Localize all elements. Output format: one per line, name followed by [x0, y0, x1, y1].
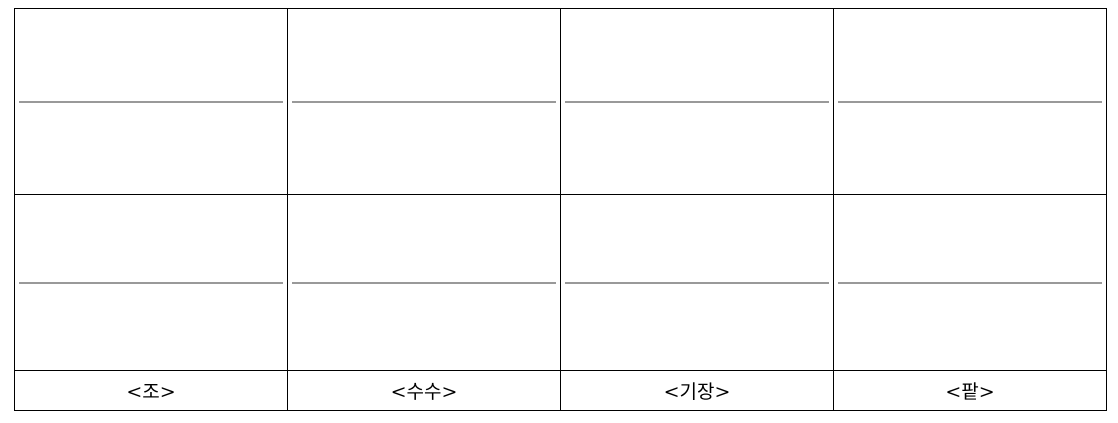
chart-box: 재배면적 (ha)020406080100120109.883.565.363.…: [19, 281, 283, 284]
caption: <수수>: [287, 370, 561, 411]
chart-box: 재배면적 (ha)010203040506070809010094.392.49…: [838, 281, 1102, 284]
caption: <기장>: [560, 370, 834, 411]
caption: <팥>: [833, 370, 1107, 411]
chart-box: 재배면적 (ha)0100200300400500600세종0.0서울0.2부산…: [19, 100, 283, 103]
chart-box: 재배면적 (ha)02004006008001,0001,2001,400133…: [565, 281, 829, 284]
chart-box: 재배면적 (ha)050100150200250300350326.8260.0…: [292, 281, 556, 284]
chart-box: 재배면적 (ha)01002003004005006002.8세종0.5서울2.…: [838, 100, 1102, 103]
chart-box: 재배면적 (ha)01002003004005006007008005.0세종0…: [292, 100, 556, 103]
chart-box: 재배면적 (ha)02004006008001,0001,2001,4001,6…: [565, 100, 829, 103]
chart-table: 재배면적 (ha)0100200300400500600세종0.0서울0.2부산…: [14, 8, 1107, 411]
caption: <조>: [14, 370, 288, 411]
